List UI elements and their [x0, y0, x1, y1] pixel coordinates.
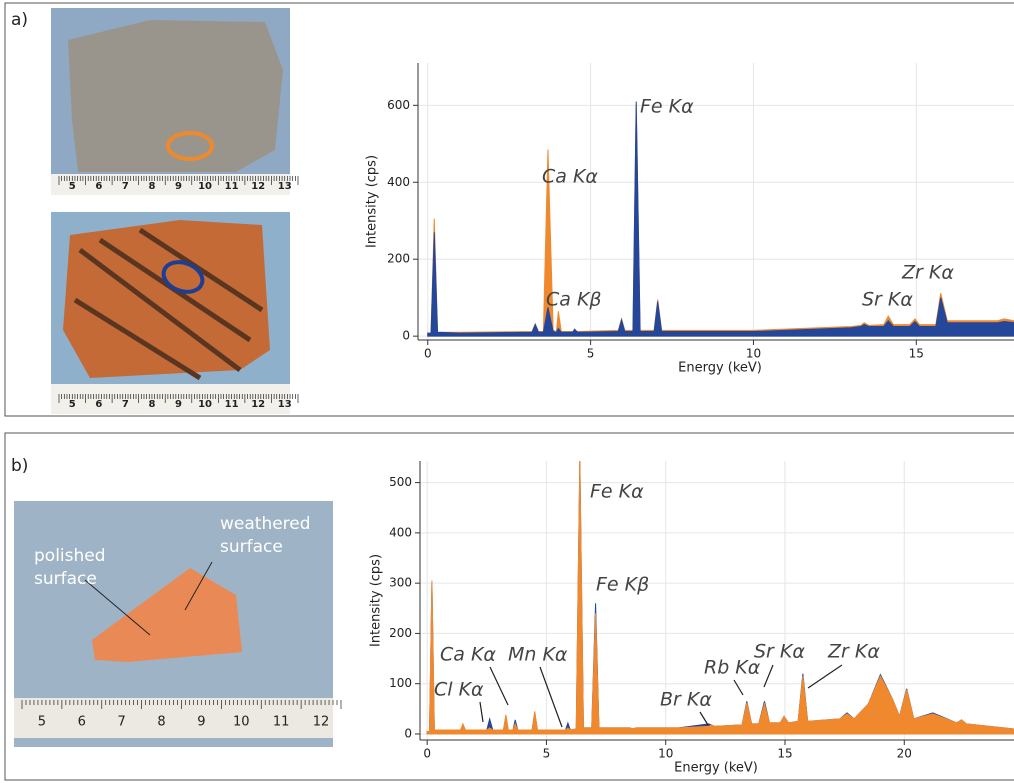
- peak-annotation: Sr Kα: [754, 641, 805, 663]
- annotation-arrow: [540, 667, 562, 727]
- ruler-label: 5: [69, 399, 76, 410]
- spectrum: [428, 101, 1014, 336]
- x-tick-label: 15: [777, 747, 792, 761]
- x-tick-label: 10: [658, 747, 673, 761]
- plot-area: [427, 461, 1014, 734]
- peak-annotation: Rb Kα: [704, 657, 761, 679]
- ruler-label: 6: [78, 715, 86, 730]
- y-tick-label: 300: [389, 576, 412, 590]
- x-tick-label: 10: [746, 347, 761, 361]
- plot-area: [428, 101, 1014, 336]
- y-tick-label: 400: [389, 525, 412, 539]
- ruler-label: 12: [251, 181, 265, 192]
- x-tick-label: 0: [424, 347, 432, 361]
- ruler-label: 8: [148, 399, 155, 410]
- y-tick-label: 500: [389, 475, 412, 489]
- x-tick-label: 5: [587, 347, 595, 361]
- y-tick-label: 400: [387, 175, 410, 189]
- callout-label: weathered: [220, 514, 311, 534]
- photo: [14, 501, 333, 747]
- spectrum: [427, 461, 1014, 734]
- y-tick-label: 0: [404, 726, 412, 740]
- ruler-label: 8: [157, 715, 165, 730]
- ruler-label: 9: [175, 399, 182, 410]
- x-axis-label: Energy (keV): [678, 361, 762, 376]
- callout-label: surface: [34, 569, 97, 589]
- ruler-label: 7: [122, 181, 129, 192]
- annotation-arrow: [808, 665, 842, 688]
- x-tick-label: 15: [909, 347, 924, 361]
- peak-annotation: Zr Kα: [901, 262, 954, 284]
- peak-annotation: Fe Kα: [640, 96, 694, 118]
- ruler-label: 10: [233, 715, 250, 730]
- figure: a) b) 5 6 7 8 9 10 11 12 13 5 6 7 8 9 10 11 12 13 5 6 7 8 9 10 1…: [0, 0, 1014, 783]
- ruler-label: 7: [122, 399, 129, 410]
- peak-annotation: Sr Kα: [862, 289, 913, 311]
- ruler-label: 11: [225, 181, 239, 192]
- callout-label: surface: [220, 537, 283, 557]
- ruler-label: 5: [38, 715, 46, 730]
- photo: [51, 8, 290, 195]
- peak-annotation: Ca Kα: [440, 644, 496, 666]
- peak-annotation: Mn Kα: [508, 644, 568, 666]
- y-tick-label: 200: [387, 252, 410, 266]
- ruler-label: 11: [273, 715, 290, 730]
- annotation-arrow: [734, 680, 743, 695]
- spectrum: [427, 461, 1014, 734]
- y-tick-label: 200: [389, 626, 412, 640]
- ruler-label: 10: [198, 399, 212, 410]
- ruler-label: 6: [95, 399, 102, 410]
- annotation-arrow: [480, 702, 483, 722]
- ruler-label: 7: [118, 715, 126, 730]
- x-tick-label: 5: [543, 747, 551, 761]
- panel-label: a): [11, 10, 28, 30]
- callout-label: polished: [34, 546, 106, 566]
- ruler-label: 9: [197, 715, 205, 730]
- ruler-label: 13: [278, 399, 292, 410]
- y-tick-label: 0: [402, 329, 410, 343]
- panel-label: b): [11, 456, 28, 476]
- photo: [51, 212, 290, 414]
- y-tick-label: 100: [389, 676, 412, 690]
- ruler-label: 6: [95, 181, 102, 192]
- peak-annotation: Br Kα: [660, 689, 712, 711]
- ruler-label: 12: [313, 715, 330, 730]
- ruler-label: 5: [69, 181, 76, 192]
- annotation-arrow: [700, 712, 708, 725]
- peak-annotation: Fe Kβ: [596, 574, 649, 596]
- y-axis-label: Intensity (cps): [365, 155, 380, 248]
- spectrum: [428, 105, 1014, 336]
- peak-annotation: Zr Kα: [827, 641, 880, 663]
- y-tick-label: 600: [387, 98, 410, 112]
- x-tick-label: 0: [423, 747, 431, 761]
- x-axis-label: Energy (keV): [674, 761, 758, 776]
- ruler-label: 13: [278, 181, 292, 192]
- peak-annotation: Ca Kβ: [546, 289, 602, 311]
- peak-annotation: Cl Kα: [434, 679, 484, 701]
- peak-annotation: Ca Kα: [542, 166, 598, 188]
- ruler-label: 8: [148, 181, 155, 192]
- ruler-label: 12: [251, 399, 265, 410]
- annotation-arrow: [490, 667, 508, 705]
- x-tick-label: 20: [897, 747, 912, 761]
- ruler-label: 11: [225, 399, 239, 410]
- y-axis-label: Intensity (cps): [369, 554, 384, 647]
- ruler-label: 10: [198, 181, 212, 192]
- ruler-label: 9: [175, 181, 182, 192]
- peak-annotation: Fe Kα: [590, 481, 644, 503]
